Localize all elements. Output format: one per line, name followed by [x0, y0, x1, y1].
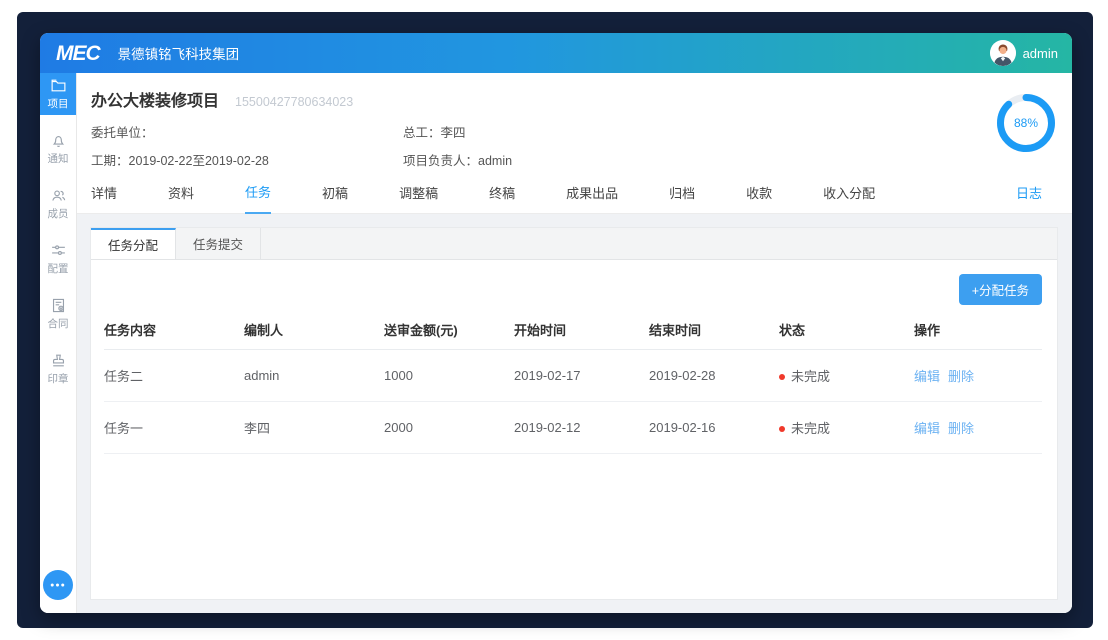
main-content: 办公大楼装修项目 15500427780634023 委托单位： 工期：2019…	[77, 73, 1072, 613]
tab-deliverables[interactable]: 成果出品	[566, 186, 619, 201]
sidebar-item-notifications[interactable]: 通知	[40, 128, 76, 170]
progress-ring-chart	[997, 94, 1055, 152]
tab-archive[interactable]: 归档	[669, 186, 696, 201]
brand-logo: MEC	[56, 41, 101, 65]
task-content-cell: 任务一	[104, 401, 244, 454]
status-badge: 未完成	[791, 421, 831, 436]
col-end-time: 结束时间	[649, 309, 779, 350]
desktop-background: MEC 景德镇铭飞科技集团 admin	[17, 12, 1093, 628]
user-avatar-icon	[989, 40, 1016, 66]
tab-payments[interactable]: 收款	[746, 186, 773, 201]
page-title: 办公大楼装修项目	[91, 93, 220, 110]
folder-icon	[51, 79, 65, 92]
amount-cell: 2000	[384, 401, 514, 454]
delete-link[interactable]: 删除	[948, 369, 975, 384]
creator-cell: 李四	[244, 401, 384, 454]
subtab-task-assignment[interactable]: 任务分配	[91, 228, 176, 259]
members-icon	[51, 190, 65, 201]
end-cell: 2019-02-28	[649, 349, 779, 402]
edit-link[interactable]: 编辑	[914, 369, 941, 384]
col-status: 状态	[779, 309, 914, 350]
ellipsis-icon: ●●●	[50, 581, 66, 589]
tab-materials[interactable]: 资料	[168, 186, 195, 201]
progress-percent: 88%	[1013, 116, 1039, 130]
tab-tasks[interactable]: 任务	[245, 182, 272, 214]
user-name: admin	[1022, 45, 1058, 61]
tab-details[interactable]: 详情	[91, 186, 118, 201]
status-cell: 未完成	[779, 349, 914, 402]
status-badge: 未完成	[791, 369, 831, 384]
bell-icon	[52, 136, 64, 147]
start-cell: 2019-02-12	[514, 401, 649, 454]
status-dot-icon	[779, 426, 785, 432]
more-actions-fab[interactable]: ●●●	[43, 570, 73, 600]
tab-income-distribution[interactable]: 收入分配	[823, 186, 876, 201]
chief-engineer-field: 总工：李四	[403, 126, 466, 140]
table-header-row: 任务内容 编制人 送审金额(元) 开始时间 结束时间 状态 操作	[104, 309, 1042, 350]
project-summary: 办公大楼装修项目 15500427780634023 委托单位： 工期：2019…	[77, 73, 1072, 214]
stamp-icon	[52, 354, 64, 367]
user-menu[interactable]: admin	[989, 40, 1058, 66]
table-row: 任务一 李四 2000 2019-02-12 2019-02-16 未完成	[104, 401, 1042, 454]
actions-cell: 编辑 删除	[914, 401, 1042, 454]
status-dot-icon	[779, 374, 785, 380]
sidebar-item-label: 合同	[47, 318, 69, 330]
project-tabs: 详情 资料 任务 初稿 调整稿 终稿 成果出品 归档 收款 收入分配 日志	[91, 182, 1056, 214]
delete-link[interactable]: 删除	[948, 421, 975, 436]
col-actions: 操作	[914, 309, 1042, 350]
sidebar: 项目 通知 成员 配置 合同	[40, 73, 77, 613]
sidebar-item-members[interactable]: 成员	[40, 183, 76, 225]
task-subtabs: 任务分配 任务提交	[91, 228, 1057, 260]
client-field: 委托单位：	[91, 126, 154, 140]
task-content-cell: 任务二	[104, 349, 244, 402]
subtab-task-submission[interactable]: 任务提交	[176, 228, 261, 259]
tab-final-draft[interactable]: 终稿	[489, 186, 516, 201]
tab-log[interactable]: 日志	[1015, 186, 1042, 201]
assign-task-button[interactable]: +分配任务	[958, 274, 1042, 305]
edit-link[interactable]: 编辑	[914, 421, 941, 436]
task-panel: 任务分配 任务提交 +分配任务	[90, 227, 1058, 600]
top-header: MEC 景德镇铭飞科技集团 admin	[40, 33, 1072, 73]
table-row: 任务二 admin 1000 2019-02-17 2019-02-28 未完成	[104, 349, 1042, 402]
progress-ring: 88%	[995, 92, 1057, 154]
col-task-content: 任务内容	[104, 309, 244, 350]
project-code: 15500427780634023	[235, 95, 354, 109]
project-manager-field: 项目负责人：admin	[403, 154, 513, 168]
app-window: MEC 景德镇铭飞科技集团 admin	[40, 33, 1072, 613]
sidebar-item-label: 印章	[47, 373, 69, 385]
status-cell: 未完成	[779, 401, 914, 454]
contract-icon	[52, 298, 64, 313]
amount-cell: 1000	[384, 349, 514, 402]
sidebar-item-label: 配置	[47, 263, 69, 275]
end-cell: 2019-02-16	[649, 401, 779, 454]
sidebar-item-label: 成员	[47, 208, 69, 220]
sliders-icon	[51, 245, 65, 255]
col-start-time: 开始时间	[514, 309, 649, 350]
actions-cell: 编辑 删除	[914, 349, 1042, 402]
start-cell: 2019-02-17	[514, 349, 649, 402]
tab-first-draft[interactable]: 初稿	[322, 186, 349, 201]
sidebar-item-contracts[interactable]: 合同	[40, 293, 76, 335]
task-table: 任务内容 编制人 送审金额(元) 开始时间 结束时间 状态 操作	[104, 309, 1042, 454]
sidebar-item-settings[interactable]: 配置	[40, 238, 76, 280]
sidebar-item-seals[interactable]: 印章	[40, 348, 76, 390]
company-name: 景德镇铭飞科技集团	[117, 47, 240, 62]
sidebar-item-label: 项目	[47, 98, 69, 110]
creator-cell: admin	[244, 349, 384, 402]
sidebar-item-projects[interactable]: 项目	[40, 73, 76, 115]
sidebar-item-label: 通知	[47, 153, 69, 165]
tab-adjusted-draft[interactable]: 调整稿	[399, 186, 439, 201]
duration-field: 工期：2019-02-22至2019-02-28	[91, 154, 269, 168]
col-creator: 编制人	[244, 309, 384, 350]
col-review-amount: 送审金额(元)	[384, 309, 514, 350]
